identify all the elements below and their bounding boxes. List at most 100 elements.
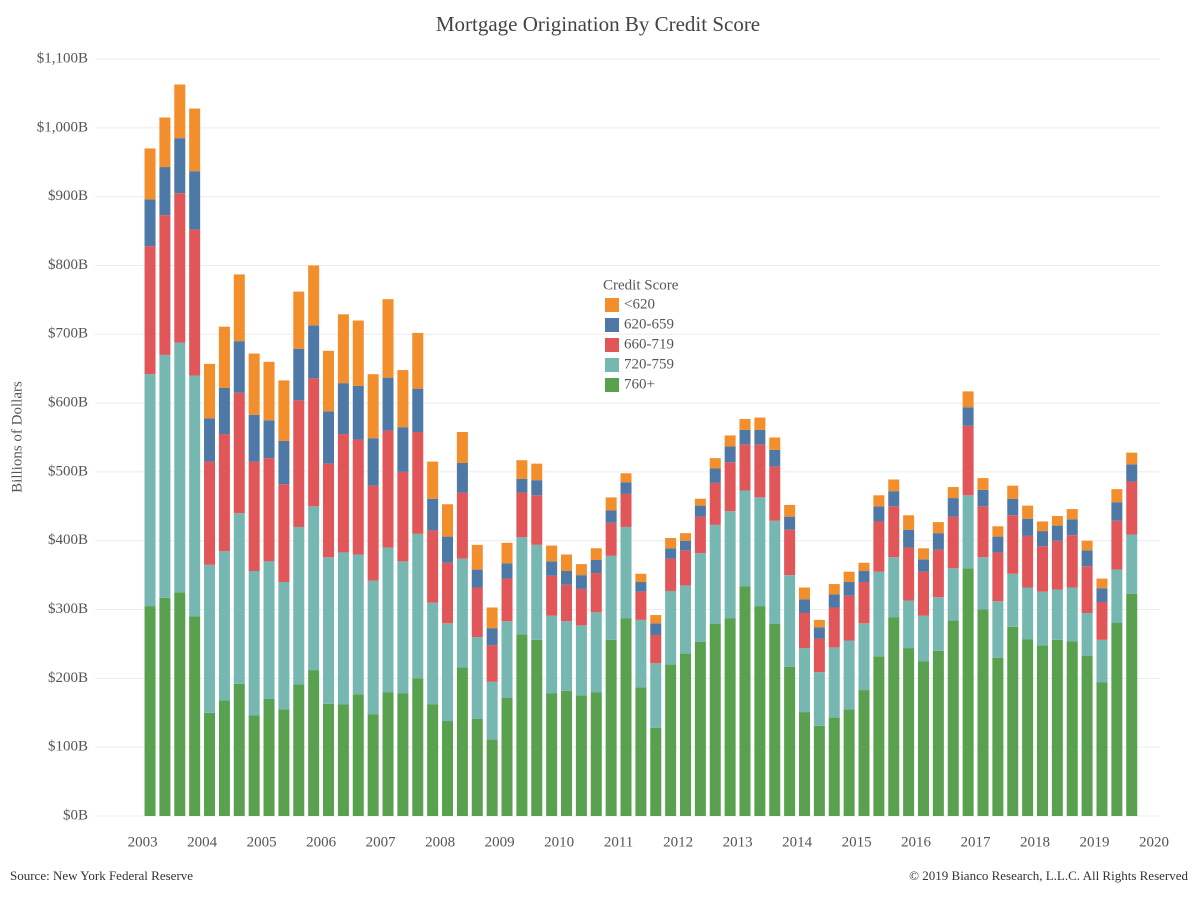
bar-segment <box>189 171 201 230</box>
bar-segment <box>799 587 811 600</box>
bar-segment <box>1022 535 1034 588</box>
bar-segment <box>694 516 706 554</box>
bar-segment <box>1007 498 1019 516</box>
copyright: © 2019 Bianco Research, L.L.C. All Right… <box>909 868 1188 883</box>
legend-swatch <box>605 378 619 392</box>
bar-segment <box>263 458 275 562</box>
bar-segment <box>189 229 201 376</box>
bar-segment <box>1096 578 1108 589</box>
bar-segment <box>575 564 587 576</box>
bar-segment <box>680 585 692 654</box>
bar-segment <box>828 607 840 648</box>
bar-segment <box>218 700 230 816</box>
bar-segment <box>709 482 721 525</box>
bar-segment <box>263 699 275 816</box>
bar-segment <box>620 482 632 494</box>
bar-segment <box>620 618 632 816</box>
bar-segment <box>799 612 811 649</box>
y-tick-label: $900B <box>48 188 88 204</box>
bar-segment <box>546 545 558 562</box>
bar-segment <box>813 619 825 628</box>
bar-segment <box>1126 534 1138 594</box>
x-tick-label: 2016 <box>901 834 932 850</box>
bar-segment <box>932 650 944 816</box>
bar-segment <box>590 573 602 613</box>
bar-segment <box>1126 452 1138 465</box>
bar-segment <box>650 615 662 624</box>
bar-segment <box>799 599 811 613</box>
y-tick-label: $1,100B <box>37 50 88 66</box>
bar-segment <box>1051 589 1063 640</box>
x-tick-label: 2020 <box>1139 834 1169 850</box>
bar-segment <box>917 571 929 616</box>
bar-segment <box>665 548 677 559</box>
bar-segment <box>784 516 796 530</box>
bar-segment <box>442 504 454 537</box>
bar-segment <box>323 411 335 464</box>
bar-segment <box>620 473 632 483</box>
bar-segment <box>1111 569 1123 623</box>
bar-segment <box>947 516 959 569</box>
y-axis-label: Billions of Dollars <box>9 381 25 493</box>
bar-segment <box>754 444 766 498</box>
bar-segment <box>680 550 692 586</box>
bar-segment <box>337 314 349 384</box>
bar-segment <box>531 480 543 496</box>
bar-segment <box>308 670 320 816</box>
bar-segment <box>635 619 647 688</box>
bar-segment <box>888 506 900 558</box>
bar-segment <box>516 460 528 479</box>
bar-segment <box>709 458 721 469</box>
bar-segment <box>412 431 424 534</box>
bar-segment <box>903 547 915 601</box>
y-tick-label: $1,000B <box>37 119 88 135</box>
bar-segment <box>427 530 439 603</box>
bar-segment <box>174 342 186 593</box>
bar-segment <box>605 522 617 556</box>
bar-segment <box>917 615 929 662</box>
bar-segment <box>665 537 677 549</box>
bar-segment <box>962 568 974 816</box>
bar-segment <box>1126 464 1138 482</box>
bar-segment <box>992 601 1004 658</box>
bar-segment <box>813 638 825 673</box>
x-tick-label: 2006 <box>306 834 337 850</box>
bar-segment <box>769 437 781 450</box>
bar-segment <box>248 461 260 572</box>
bar-segment <box>248 353 260 415</box>
bar-segment <box>650 663 662 728</box>
bar-segment <box>784 504 796 517</box>
bar-segment <box>843 709 855 816</box>
bar-segment <box>932 549 944 598</box>
legend-label: 720-759 <box>624 356 674 372</box>
bar-segment <box>531 495 543 545</box>
bar-segment <box>323 350 335 412</box>
bar-segment <box>456 492 468 559</box>
bar-segment <box>724 435 736 447</box>
bar-segment <box>784 666 796 816</box>
bar-segment <box>233 392 245 514</box>
y-tick-label: $100B <box>48 739 88 755</box>
bar-segment <box>412 533 424 679</box>
bar-segment <box>323 557 335 704</box>
bar-segment <box>754 429 766 445</box>
bar-segment <box>590 692 602 816</box>
bar-segment <box>323 703 335 816</box>
bar-segment <box>456 462 468 493</box>
y-tick-label: $500B <box>48 463 88 479</box>
bar-segment <box>932 522 944 534</box>
bar-segment <box>1126 481 1138 535</box>
bar-segment <box>144 148 156 200</box>
bar-segment <box>427 704 439 816</box>
bar-segment <box>1111 502 1123 521</box>
bar-segment <box>189 108 201 172</box>
legend-swatch <box>605 338 619 352</box>
bar-segment <box>828 594 840 608</box>
bar-segment <box>590 612 602 693</box>
bar-segment <box>858 571 870 583</box>
bar-segment <box>724 462 736 512</box>
bar-segment <box>337 434 349 553</box>
bar-segment <box>174 138 186 194</box>
bar-segment <box>1066 535 1078 588</box>
